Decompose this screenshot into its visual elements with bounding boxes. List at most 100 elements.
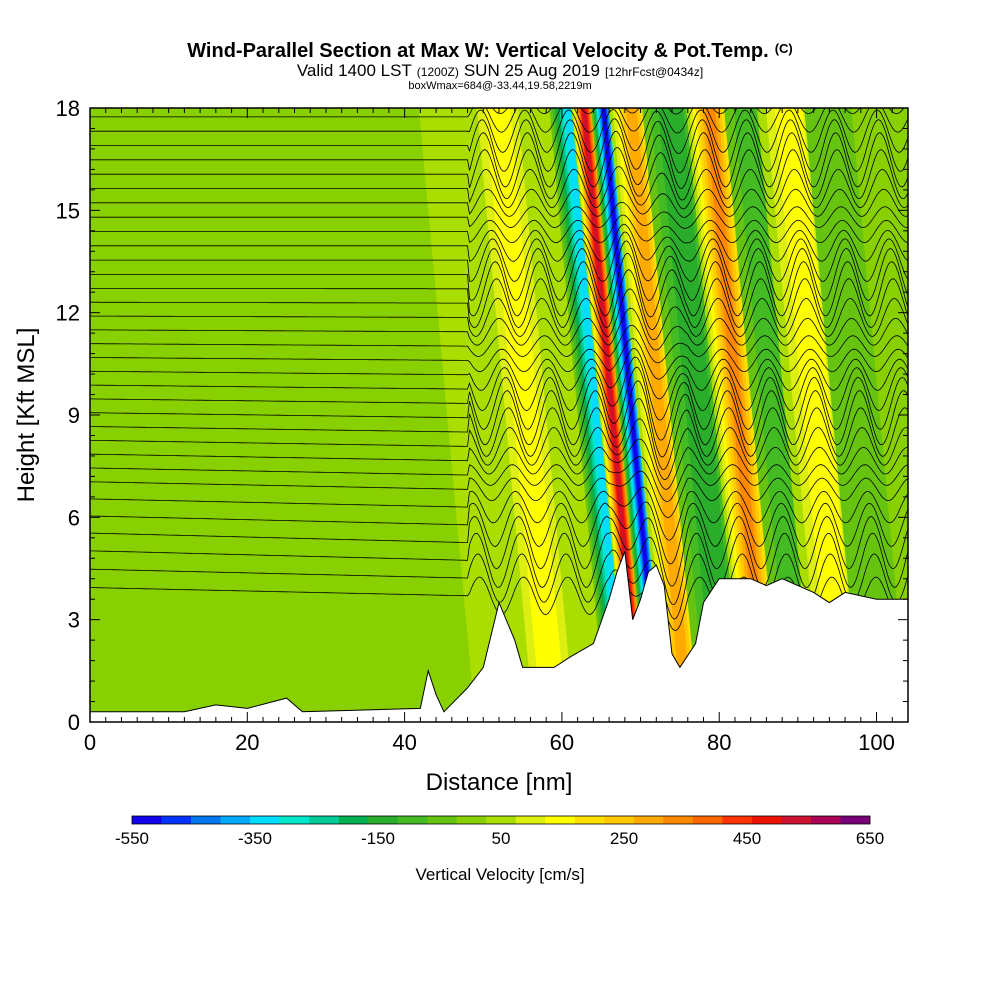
- isentrope: [90, 240, 908, 301]
- valid-date: SUN 25 Aug 2019: [464, 61, 600, 80]
- isentrope: [90, 438, 908, 490]
- colorbar-swatch: [456, 816, 487, 824]
- isentrope: [90, 108, 908, 154]
- colorbar-swatch: [486, 816, 517, 824]
- colorbar-tick-label: -350: [238, 829, 272, 848]
- valid-zulu: (1200Z): [417, 65, 459, 79]
- isentrope: [90, 201, 908, 229]
- isentrope: [90, 166, 908, 210]
- colorbar-swatch: [840, 816, 871, 824]
- colorbar-swatch: [161, 816, 192, 824]
- title-main: Wind-Parallel Section at Max W: Vertical…: [187, 40, 768, 62]
- isentrope: [90, 380, 908, 458]
- colorbar-swatch: [781, 816, 812, 824]
- x-tick-label: 100: [858, 730, 895, 755]
- colorbar-swatch: [427, 816, 458, 824]
- isentropes: [90, 108, 908, 631]
- isentrope: [90, 456, 908, 502]
- y-tick-label: 9: [68, 403, 80, 428]
- isentrope: [90, 531, 908, 606]
- colorbar-swatch: [220, 816, 251, 824]
- x-tick-label: 80: [707, 730, 731, 755]
- isentrope: [90, 214, 908, 244]
- colorbar-swatch: [545, 816, 576, 824]
- valid-fcst: [12hrFcst@0434z]: [605, 65, 703, 79]
- isentrope: [90, 397, 908, 470]
- y-tick-label: 6: [68, 505, 80, 530]
- y-tick-label: 12: [56, 301, 80, 326]
- x-tick-label: 0: [84, 730, 96, 755]
- colorbar-tick-label: -550: [115, 829, 149, 848]
- band-shell: [564, 108, 629, 722]
- colorbar-swatch: [663, 816, 694, 824]
- isentrope: [90, 366, 908, 441]
- colorbar-swatch: [250, 816, 280, 824]
- y-axis-ticks: 0 3 6 9 12 15 18: [56, 96, 908, 735]
- isentrope: [90, 325, 908, 364]
- terrain: [90, 551, 908, 722]
- x-tick-label: 40: [392, 730, 416, 755]
- isentrope: [90, 185, 908, 218]
- band-shell: [484, 108, 567, 722]
- x-axis-ticks: 0 20 40 60 80 100: [84, 108, 909, 755]
- band-shell: [774, 108, 860, 722]
- colorbar-swatch: [515, 816, 546, 824]
- isentrope: [90, 288, 908, 341]
- isentrope: [90, 347, 908, 400]
- y-tick-label: 0: [68, 710, 80, 735]
- isentrope: [90, 516, 908, 587]
- colorbar-swatch: [338, 816, 369, 824]
- x-axis-label: Distance [nm]: [426, 769, 573, 796]
- isentrope: [90, 223, 908, 262]
- isentrope: [90, 418, 908, 481]
- x-tick-label: 20: [235, 730, 259, 755]
- chart-title: Wind-Parallel Section at Max W: Vertical…: [187, 40, 793, 62]
- velocity-band: [686, 108, 791, 722]
- band-shell: [582, 108, 643, 722]
- colorbar-swatch: [191, 816, 221, 824]
- colorbar-swatch: [279, 816, 310, 824]
- colorbar-swatch: [397, 816, 428, 824]
- plot-area: [90, 108, 908, 722]
- isentrope: [90, 470, 908, 518]
- colorbar: [131, 815, 871, 825]
- colorbar-swatch: [368, 816, 398, 824]
- box-info: boxWmax=684@-33.44,19.58,2219m: [408, 80, 591, 92]
- y-tick-label: 3: [68, 608, 80, 633]
- band-shell: [418, 108, 539, 722]
- isentrope: [90, 307, 908, 351]
- colorbar-swatch: [309, 816, 339, 824]
- colorbar-swatch: [810, 816, 841, 824]
- colorbar-tick-label: -150: [361, 829, 395, 848]
- isentrope: [90, 269, 908, 331]
- colorbar-swatch: [722, 816, 753, 824]
- band-shell: [733, 108, 822, 722]
- band-shell: [625, 108, 694, 722]
- colorbar-label: Vertical Velocity [cm/s]: [415, 865, 584, 884]
- isentrope: [90, 147, 908, 201]
- isentrope: [90, 338, 908, 380]
- colorbar-swatch: [604, 816, 635, 824]
- isentrope: [90, 252, 908, 318]
- colorbar-tick-label: 650: [856, 829, 884, 848]
- colorbar-swatch: [751, 816, 782, 824]
- colorbar-ticks: -550 -350 -150 50 250 450 650: [115, 829, 884, 848]
- y-tick-label: 15: [56, 198, 80, 223]
- x-tick-label: 60: [550, 730, 574, 755]
- colorbar-swatch: [132, 816, 162, 824]
- chart-subtitle: Valid 1400 LST (1200Z) SUN 25 Aug 2019 [12h…: [297, 61, 703, 80]
- colorbar-tick-label: 250: [610, 829, 638, 848]
- y-axis-label: Height [Kft MSL]: [13, 328, 40, 503]
- colorbar-frame: [131, 815, 871, 825]
- colorbar-swatch: [633, 816, 664, 824]
- velocity-band: [418, 108, 539, 722]
- isentrope: [90, 356, 908, 421]
- isentrope: [90, 231, 908, 282]
- y-tick-label: 18: [56, 96, 80, 121]
- title-mark: (C): [775, 41, 793, 56]
- isentrope: [90, 108, 908, 134]
- isentrope: [90, 501, 908, 565]
- colorbar-tick-label: 50: [492, 829, 511, 848]
- isentrope: [90, 486, 908, 541]
